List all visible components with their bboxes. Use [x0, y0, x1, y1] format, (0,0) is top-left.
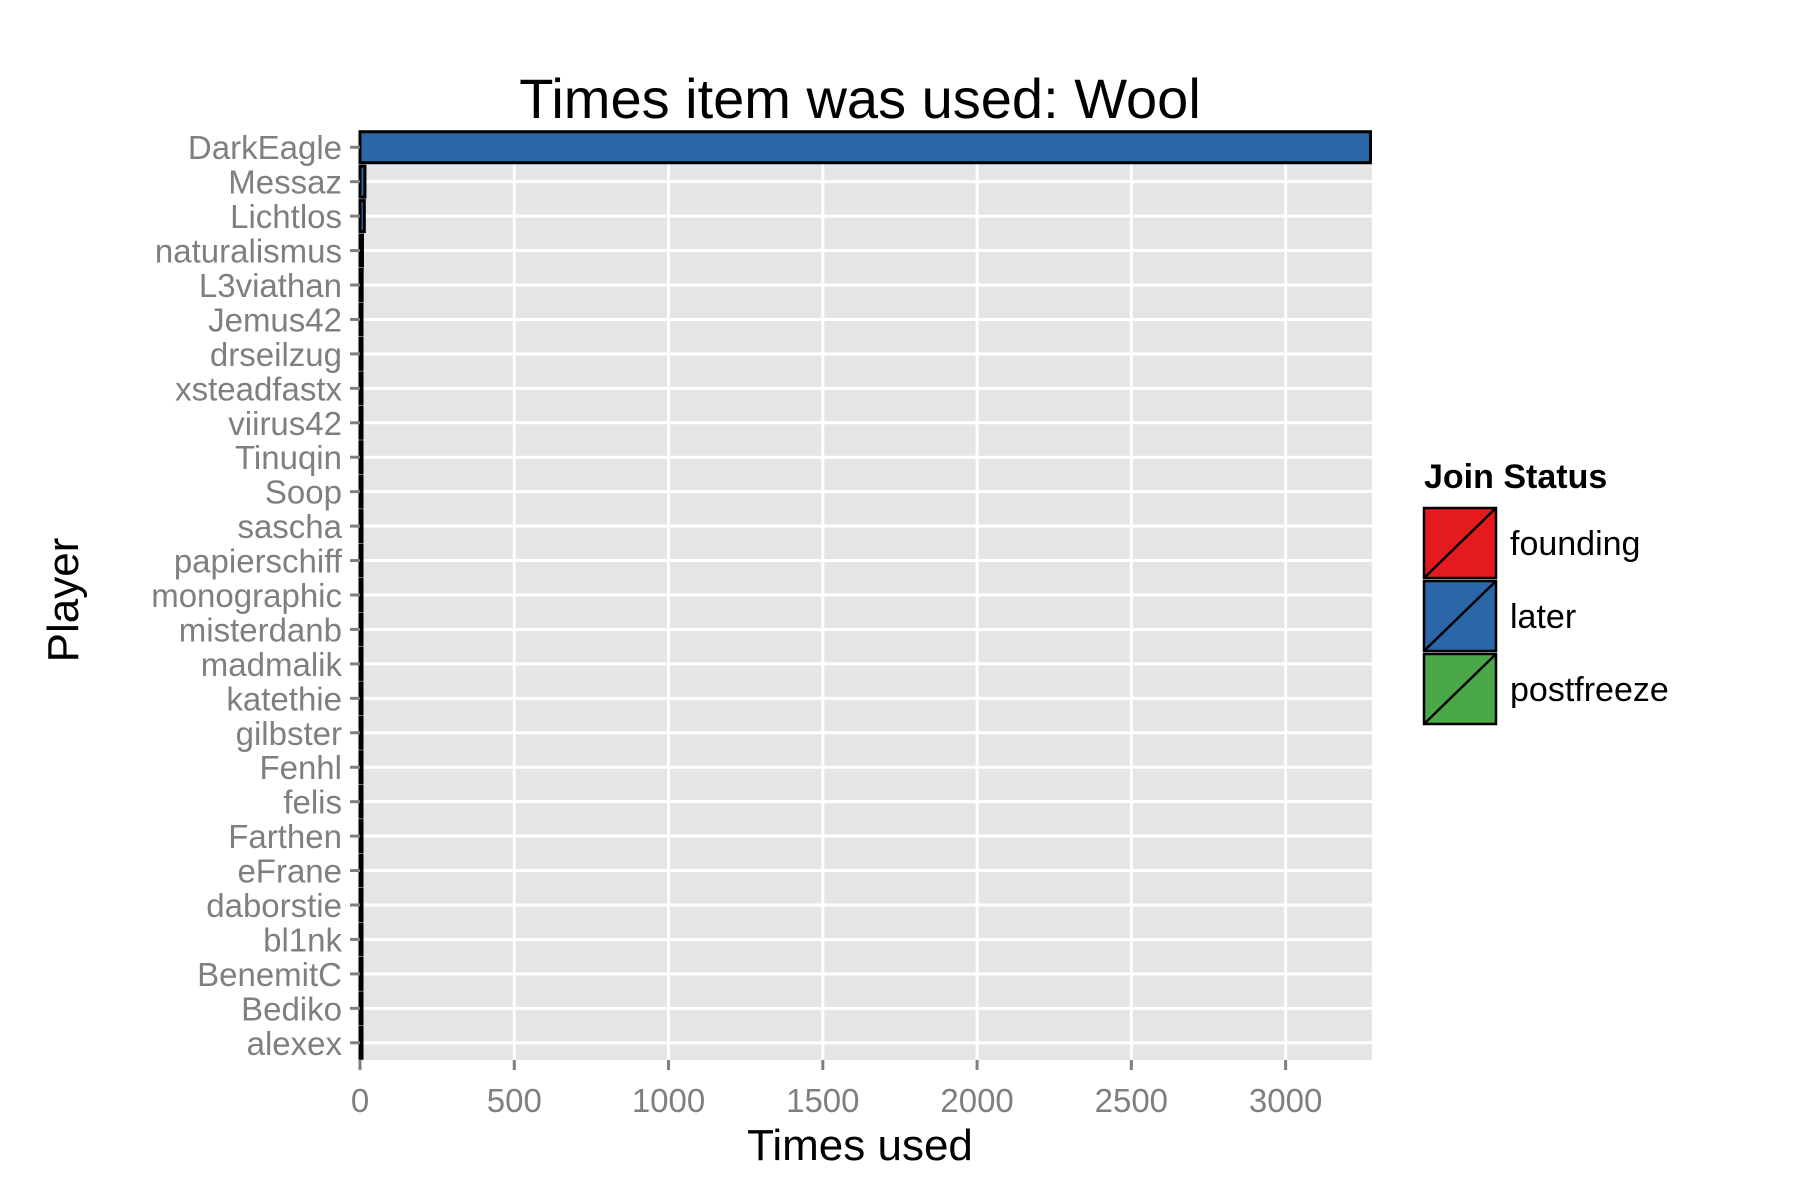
bar-misterdanb: [358, 612, 364, 647]
y-tick-label: gilbster: [236, 715, 342, 752]
x-axis-title: Times used: [747, 1121, 973, 1170]
grid-lines: [358, 130, 1372, 1060]
bar-Bediko: [358, 991, 364, 1026]
bar-papierschiff: [358, 543, 364, 578]
bar-Farthen: [358, 819, 364, 854]
bar-BenemitC: [358, 956, 364, 991]
bar-alexex: [358, 1025, 364, 1060]
bars: [358, 130, 1372, 1060]
y-tick-label: sascha: [237, 508, 342, 545]
y-tick-label: Fenhl: [259, 749, 342, 786]
y-tick-label: madmalik: [201, 646, 343, 683]
y-tick-label: drseilzug: [210, 336, 342, 373]
y-tick-label: bl1nk: [263, 921, 342, 958]
bar-sascha: [358, 509, 364, 544]
y-tick-label: Bediko: [241, 990, 342, 1027]
bar-L3viathan: [358, 268, 364, 302]
chart-title: Times item was used: Wool: [519, 67, 1201, 130]
y-tick-label: L3viathan: [199, 267, 342, 304]
y-tick-label: eFrane: [237, 853, 342, 890]
bar-Jemus42: [358, 302, 364, 337]
y-tick-label: monographic: [151, 577, 342, 614]
x-axis: 0 500 1000 1500 2000 2500 3000: [351, 1060, 1322, 1119]
bar-madmalik: [358, 646, 364, 681]
y-tick-label: xsteadfastx: [175, 370, 342, 407]
x-tick-label: 1000: [632, 1082, 705, 1119]
legend-title: Join Status: [1424, 458, 1607, 496]
y-tick-label: BenemitC: [197, 956, 342, 993]
bar-katethie: [358, 681, 364, 716]
legend-label-founding: founding: [1510, 525, 1640, 563]
y-tick-label: viirus42: [228, 405, 342, 442]
y-tick-label: Lichtlos: [230, 198, 342, 235]
bar-xsteadfastx: [358, 371, 364, 406]
y-tick-label: misterdanb: [179, 611, 342, 648]
bar-Soop: [358, 474, 364, 509]
y-tick-label: katethie: [226, 680, 342, 717]
y-tick-label: Jemus42: [208, 301, 342, 338]
legend-label-postfreeze: postfreeze: [1510, 671, 1669, 709]
y-tick-label: Soop: [265, 474, 342, 511]
legend-key-slash: [1423, 653, 1497, 725]
bar-felis: [358, 784, 364, 819]
bar-Messaz: [358, 164, 367, 199]
x-tick-label: 2500: [1095, 1082, 1168, 1119]
y-tick-label: Farthen: [228, 818, 342, 855]
bar-DarkEagle: [358, 130, 1372, 165]
y-tick-label: alexex: [247, 1025, 343, 1062]
bar-drseilzug: [358, 336, 364, 371]
y-tick-label: Messaz: [228, 164, 342, 201]
bar-daborstie: [358, 888, 364, 922]
x-tick-label: 3000: [1249, 1082, 1322, 1119]
bar-Tinuqin: [358, 440, 364, 475]
x-tick-label: 500: [487, 1082, 542, 1119]
legend: Join Status founding later postfreeze: [1422, 458, 1669, 726]
legend-label-later: later: [1510, 598, 1576, 636]
bar-Lichtlos: [358, 199, 366, 234]
y-axis-title: Player: [39, 538, 88, 663]
y-tick-label: daborstie: [206, 887, 342, 924]
bar-monographic: [358, 578, 364, 612]
y-tick-label: Tinuqin: [235, 439, 342, 476]
bar-bl1nk: [358, 922, 364, 957]
legend-key-slash: [1423, 580, 1497, 652]
bar-naturalismus: [358, 233, 364, 268]
bar-gilbster: [358, 715, 364, 750]
y-tick-label: felis: [283, 784, 342, 821]
y-tick-label: naturalismus: [155, 233, 342, 270]
legend-items: founding later postfreeze: [1422, 506, 1669, 726]
y-tick-label: papierschiff: [174, 543, 343, 580]
bar-eFrane: [358, 853, 364, 888]
legend-key-slash: [1423, 507, 1497, 579]
y-tick-label: DarkEagle: [188, 129, 342, 166]
bar-viirus42: [358, 405, 364, 440]
x-tick-label: 1500: [786, 1082, 859, 1119]
x-tick-label: 0: [351, 1082, 369, 1119]
y-axis: DarkEagleMessazLichtlosnaturalismusL3via…: [151, 129, 360, 1062]
x-tick-label: 2000: [940, 1082, 1013, 1119]
bar-Fenhl: [358, 750, 364, 785]
